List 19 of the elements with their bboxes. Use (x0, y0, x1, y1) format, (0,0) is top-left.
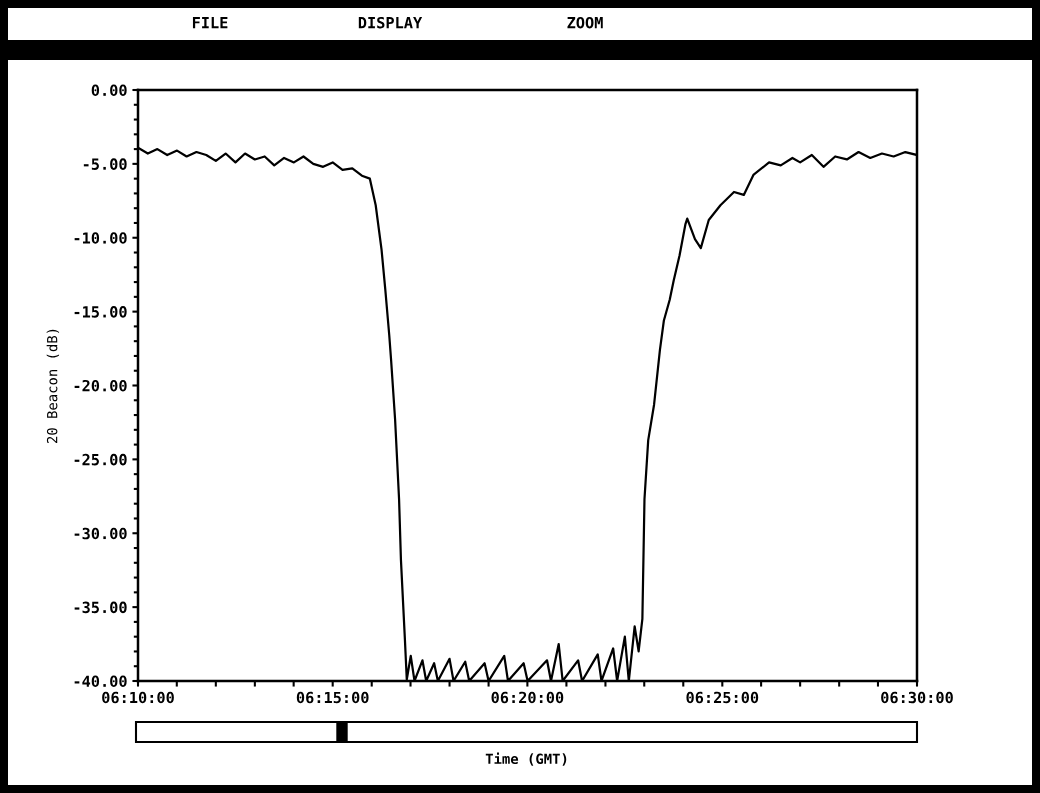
y-tick-label: -15.00 (74, 306, 127, 318)
x-axis-title: Time (GMT) (485, 752, 567, 766)
text: FILE (192, 17, 228, 29)
x-tick-label: 06:25:00 (686, 691, 759, 704)
x-tick-label: 06:30:00 (881, 691, 953, 704)
y-tick-label: -20.00 (74, 379, 127, 392)
y-tick-label: -30.00 (74, 527, 127, 540)
y-tick-label: -5.00 (83, 158, 127, 170)
y-tick-label: 0.00 (91, 84, 127, 97)
y-axis-title: 20 Beacon (dB) (46, 329, 60, 443)
y-tick-label: -40.00 (74, 675, 127, 688)
y-tick-label: -25.00 (74, 453, 127, 466)
x-tick-label: 06:10:00 (102, 691, 174, 704)
x-tick-label: 06:20:00 (491, 691, 564, 704)
text: DISPLAY (358, 16, 423, 29)
y-tick-label: -10.00 (74, 232, 127, 244)
x-tick-label: 06:15:00 (296, 691, 369, 704)
text: ZOOM (567, 16, 603, 29)
y-tick-label: -35.00 (74, 601, 127, 614)
